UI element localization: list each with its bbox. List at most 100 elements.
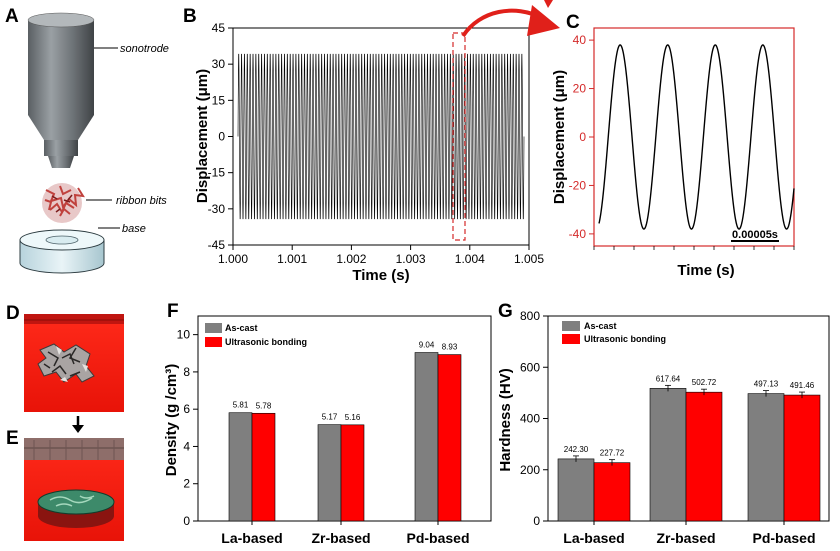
legend-swatch-ultrasonic-g [562, 334, 580, 344]
photo-d-ridges [24, 314, 124, 324]
category-label: Pd-based [406, 530, 469, 546]
legend-swatch-ascast-g [562, 321, 580, 331]
panel-label-a: A [5, 6, 19, 27]
legend-label-ultrasonic-f: Ultrasonic bonding [225, 337, 307, 347]
y-tick: 800 [520, 309, 540, 323]
zoom-arrow [461, 0, 560, 38]
legend-label-ascast-f: As-cast [225, 323, 258, 333]
y-tick-b: -30 [208, 202, 226, 216]
y-tick-c: 40 [573, 33, 587, 47]
y-axis-label-g: Hardness (HV) [497, 368, 514, 471]
panel-label-c: C [566, 12, 580, 33]
y-tick: 400 [520, 412, 540, 426]
x-axis-label-b: Time (s) [352, 267, 409, 284]
panel-label-e: E [6, 428, 19, 449]
bar-value-label: 491.46 [790, 381, 815, 390]
y-axis-label-b: Displacement (μm) [194, 69, 211, 203]
base-label: base [122, 223, 146, 235]
panel-d: D [6, 303, 124, 412]
y-axis-label-f: Density (g /cm³) [163, 364, 180, 477]
series-line-b [237, 53, 525, 220]
y-tick: 6 [183, 402, 190, 416]
bar-ultrasonic-bonding [593, 462, 631, 522]
bar-as-cast [317, 424, 342, 522]
sonotrode-illustration [27, 12, 95, 168]
y-tick-c: -20 [569, 178, 587, 192]
y-axis-label-c: Displacement (μm) [551, 70, 568, 204]
x-tick-b: 1.003 [396, 252, 426, 266]
y-tick: 8 [183, 365, 190, 379]
bar-ultrasonic-bonding [783, 394, 821, 522]
panel-g: G 0 200 400 600 800 242.30 227.72 La-based 617.6… [497, 301, 830, 546]
panel-label-d: D [6, 303, 20, 324]
x-tick-b: 1.004 [455, 252, 485, 266]
x-tick-b: 1.000 [218, 252, 248, 266]
y-tick: 0 [183, 514, 190, 528]
bar-ultrasonic-bonding [437, 354, 462, 522]
legend-label-ultrasonic-g: Ultrasonic bonding [584, 334, 666, 344]
y-tick-b: 45 [212, 21, 226, 35]
y-tick-b: -15 [208, 166, 226, 180]
photo-e-disc [37, 489, 115, 528]
bar-value-label: 9.04 [419, 341, 435, 350]
x-tick-b: 1.002 [336, 252, 366, 266]
panel-e: E [6, 428, 124, 541]
x-tick-b: 1.005 [514, 252, 544, 266]
displacement-trace-b [237, 53, 525, 220]
panel-label-f: F [167, 301, 179, 322]
y-tick-b: 15 [212, 93, 226, 107]
bar-ultrasonic-bonding [685, 391, 723, 522]
sonotrode-label: sonotrode [120, 43, 169, 55]
legend-f: As-cast Ultrasonic bonding [205, 323, 307, 347]
y-tick: 200 [520, 463, 540, 477]
y-tick: 0 [533, 514, 540, 528]
panel-label-b: B [183, 6, 197, 27]
panel-f: F 0 2 4 6 8 10 5.81 5.78 La-based 5.17 5.16 Zr-base… [163, 301, 492, 546]
bar-as-cast [649, 388, 687, 522]
y-tick: 2 [183, 477, 190, 491]
x-axis-label-c: Time (s) [677, 262, 734, 279]
ribbon-bits-label: ribbon bits [116, 195, 167, 207]
bar-value-label: 5.78 [256, 401, 272, 410]
x-tick-b: 1.001 [277, 252, 307, 266]
bar-value-label: 227.72 [600, 449, 625, 458]
process-arrow [72, 416, 84, 433]
bar-value-label: 5.81 [233, 401, 249, 410]
sonotrode-taper [28, 115, 94, 140]
sonotrode-tip [48, 156, 74, 168]
bar-as-cast [228, 412, 253, 522]
y-tick-c: -40 [569, 227, 587, 241]
zoom-arrow-head [527, 5, 560, 36]
y-tick-b: 30 [212, 57, 226, 71]
sonotrode-top [27, 12, 95, 28]
y-tick-b: 0 [218, 130, 225, 144]
photo-e-top-strip [24, 438, 124, 460]
panel-b: B 1.000 1.001 1.002 1.003 1.004 1.005 45 30 15 0 -… [183, 6, 544, 284]
category-label: La-based [221, 530, 282, 546]
ribbon-bits-illustration [42, 183, 85, 223]
legend-swatch-ultrasonic-f [205, 337, 222, 347]
sonotrode-neck [44, 140, 78, 156]
photo-d-flakes [37, 343, 95, 383]
bar-value-label: 497.13 [754, 380, 779, 389]
category-label: La-based [563, 530, 624, 546]
bar-value-label: 617.64 [656, 374, 681, 383]
y-tick-c: 20 [573, 82, 587, 96]
sonotrode-body [28, 20, 94, 115]
y-tick: 600 [520, 360, 540, 374]
bar-ultrasonic-bonding [340, 424, 365, 522]
panel-c: C 40 20 0 -20 -40 0.00005s Time (s) Displace… [551, 12, 795, 279]
bar-as-cast [557, 458, 595, 522]
series-line-c [598, 44, 795, 230]
category-label: Zr-based [656, 530, 715, 546]
bar-as-cast [414, 352, 439, 522]
bar-value-label: 5.16 [345, 413, 361, 422]
base-illustration [19, 229, 105, 274]
bar-value-label: 8.93 [442, 343, 458, 352]
bar-value-label: 502.72 [692, 378, 717, 387]
displacement-trace-c [598, 44, 795, 230]
category-label: Zr-based [311, 530, 370, 546]
legend-g: As-cast Ultrasonic bonding [562, 321, 666, 344]
panel-label-g: G [498, 301, 513, 322]
